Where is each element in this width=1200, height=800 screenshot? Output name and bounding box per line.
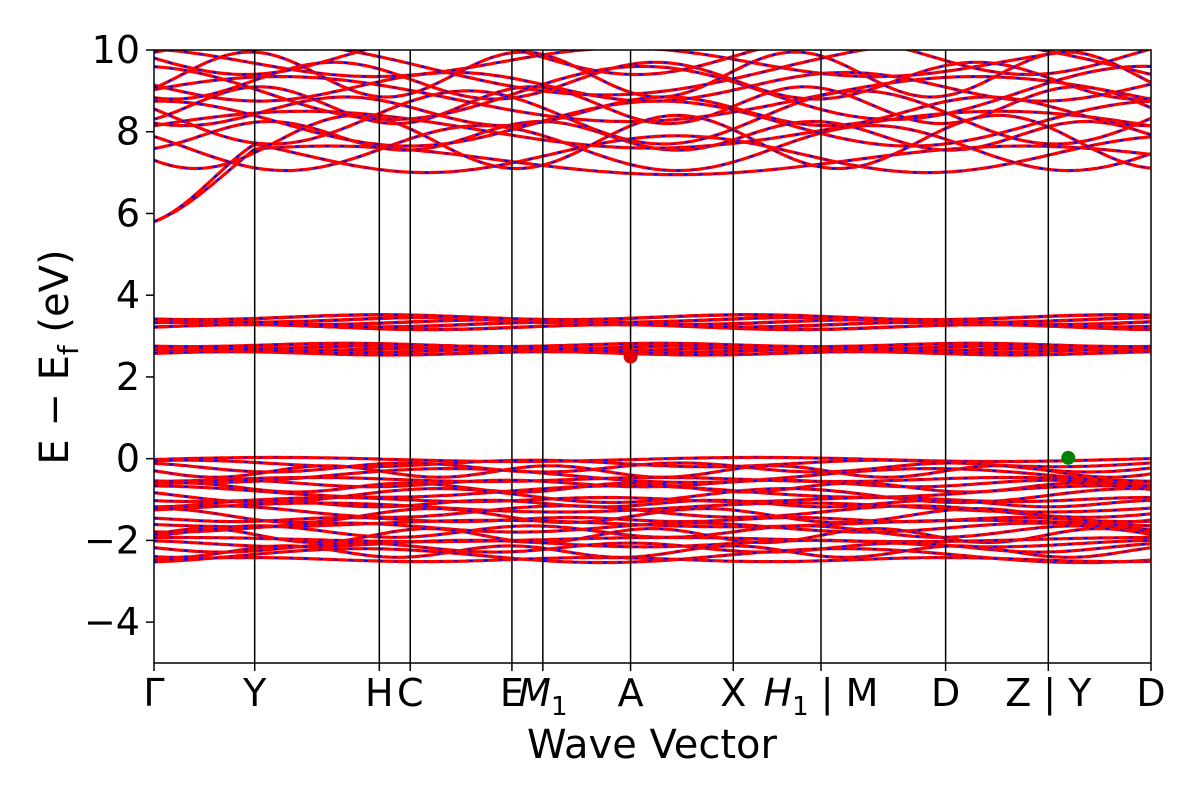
y-tick-label: −2 bbox=[84, 518, 140, 562]
y-tick-label: 10 bbox=[92, 28, 140, 72]
midgap-lower-band-line-overlay bbox=[154, 346, 1151, 352]
conduction-band-line bbox=[154, 50, 1151, 99]
x-axis-title: Wave Vector bbox=[527, 722, 778, 768]
y-tick-label: −4 bbox=[84, 600, 140, 644]
x-tick-label: A bbox=[618, 671, 644, 715]
valence-band-line-overlay bbox=[154, 456, 1151, 463]
conduction-band-line-overlay bbox=[155, 50, 1094, 78]
valence-band-line-overlay bbox=[154, 504, 1151, 519]
x-tick-label-sub: 1 bbox=[551, 692, 568, 722]
conduction-band-line-overlay bbox=[154, 65, 1151, 121]
y-axis-title-sub: f bbox=[52, 344, 85, 355]
y-tick-label: 8 bbox=[116, 110, 140, 154]
band-extremum-marker bbox=[1061, 450, 1076, 465]
x-tick-label-main: H bbox=[764, 671, 793, 715]
valence-band-line-overlay bbox=[154, 536, 1151, 543]
valence-band-line-overlay bbox=[154, 482, 1151, 493]
valence-band-line-overlay bbox=[154, 464, 1151, 479]
valence-band-line-overlay bbox=[154, 502, 1151, 513]
conduction-band-line bbox=[154, 50, 1151, 97]
valence-band-line-overlay bbox=[154, 542, 1151, 553]
y-tick-label: 2 bbox=[116, 355, 140, 399]
x-tick-label-sub: 1 bbox=[792, 692, 809, 722]
x-tick-label: M1 bbox=[518, 671, 567, 722]
extremum-markers bbox=[623, 349, 1076, 465]
conduction-band-line bbox=[154, 89, 1151, 146]
valence-band-line-overlay bbox=[154, 527, 1151, 544]
x-tick-label: H1 | M bbox=[764, 671, 879, 722]
valence-band-line-overlay bbox=[154, 522, 1151, 533]
valence-band-line-overlay bbox=[154, 507, 1151, 524]
x-tick-label: Γ bbox=[143, 671, 164, 715]
band-extremum-marker bbox=[623, 349, 638, 364]
conduction-band-line bbox=[154, 134, 1151, 224]
valence-band-line-overlay bbox=[154, 462, 1151, 473]
x-tick-label: C bbox=[397, 671, 424, 715]
y-axis-ticks: −4 −2 0 2 4 6 8 10 bbox=[84, 28, 154, 644]
y-tick-label: 6 bbox=[116, 191, 140, 235]
x-tick-label: D bbox=[1136, 671, 1165, 715]
valence-band-line-overlay bbox=[154, 516, 1151, 523]
conduction-band-line-overlay bbox=[154, 75, 1151, 123]
x-tick-label-suffix: | M bbox=[809, 671, 879, 716]
y-axis-title-unit: (eV) bbox=[32, 249, 78, 345]
conduction-band-line-overlay bbox=[154, 110, 1151, 149]
plot-frame bbox=[153, 49, 1152, 664]
conduction-band-line-overlay bbox=[154, 50, 1151, 76]
valence-band-line-overlay bbox=[154, 496, 1151, 503]
high-symmetry-lines bbox=[253, 50, 1050, 663]
y-axis-title-main: E − E bbox=[32, 355, 78, 465]
valence-band-line-overlay bbox=[154, 476, 1151, 483]
midgap-upper-band-line-overlay bbox=[154, 316, 1151, 324]
conduction-band-line bbox=[154, 50, 1151, 77]
valence-band-line-overlay bbox=[154, 487, 1151, 504]
band-lines bbox=[154, 50, 1151, 565]
x-tick-label: D bbox=[931, 671, 960, 715]
y-tick-label: 0 bbox=[116, 437, 140, 481]
x-tick-label: Y bbox=[242, 671, 267, 715]
valence-band-line-overlay bbox=[154, 556, 1151, 563]
x-tick-label: Z | Y bbox=[1005, 671, 1092, 716]
y-axis-title: E − Ef (eV) bbox=[32, 249, 85, 464]
valence-band-line-overlay bbox=[154, 479, 1151, 488]
valence-band-line-overlay bbox=[154, 539, 1151, 548]
x-tick-label: X bbox=[720, 671, 746, 715]
valence-band-line-overlay bbox=[154, 525, 1151, 539]
midgap-upper-band-line-overlay bbox=[154, 313, 1151, 321]
x-tick-label: E bbox=[500, 671, 524, 715]
conduction-band-line-overlay bbox=[154, 71, 1151, 102]
x-tick-label-main: M bbox=[518, 671, 551, 715]
valence-band-line-overlay bbox=[154, 484, 1151, 499]
midgap-lower-band-line-overlay bbox=[154, 342, 1151, 348]
midgap-lower-band-line-overlay bbox=[154, 348, 1151, 354]
midgap-lower-band-line-overlay bbox=[154, 344, 1151, 350]
midgap-upper-band-line-overlay bbox=[154, 318, 1151, 326]
y-tick-label: 4 bbox=[116, 273, 140, 317]
conduction-band-line-overlay bbox=[154, 124, 1151, 172]
valence-band-line-overlay bbox=[154, 547, 1151, 564]
conduction-band-line-overlay bbox=[154, 61, 1151, 100]
x-tick-label: H bbox=[365, 671, 394, 715]
